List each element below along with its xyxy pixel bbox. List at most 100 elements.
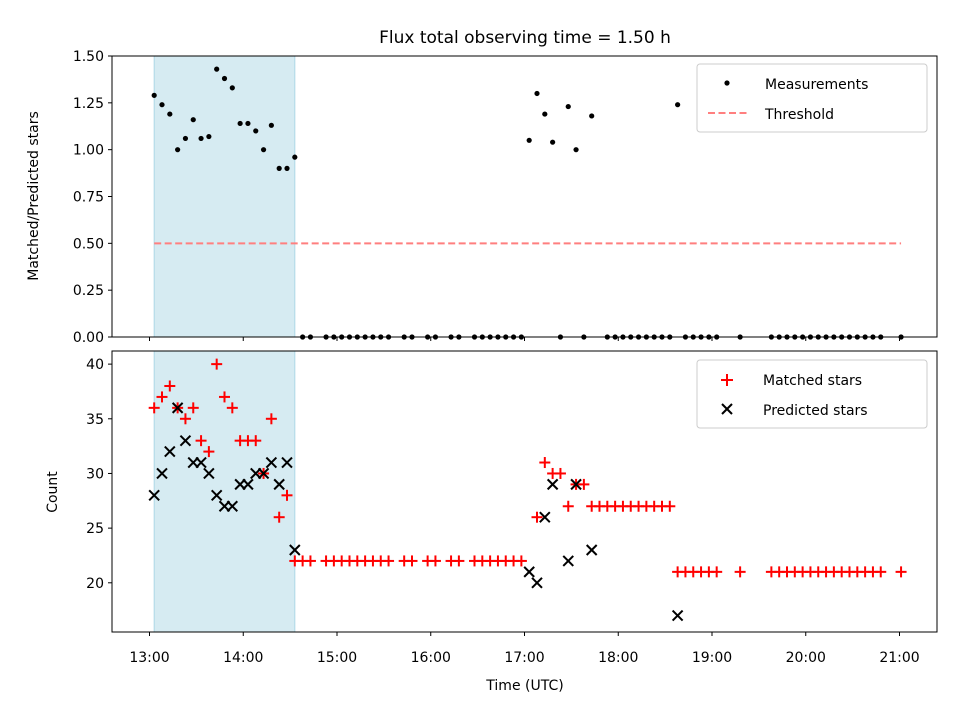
x-tick-label: 20:00 [786,650,826,666]
count-legend: Matched stars Predicted stars [696,359,928,429]
x-tick-label: 17:00 [504,650,544,666]
matched-stars-point [734,566,746,578]
matched-stars-point [156,391,168,403]
predicted-stars-point [179,434,192,447]
ratio-legend-box [696,63,928,133]
matched-stars-point [164,380,176,392]
matched-stars-point [187,402,199,414]
legend-label-matched-stars: Matched stars [763,373,862,389]
matched-stars-point [273,511,285,523]
measurements-point [526,137,532,143]
legend-label-measurements: Measurements [765,77,868,93]
ratio-y-ticks: 0.00 0.25 0.50 0.75 1.00 1.25 1.50 [73,49,112,346]
measurements-point [190,117,196,123]
measurements-point [260,147,267,153]
y-tick-label: 0.00 [73,330,104,346]
predicted-stars-point [523,566,535,578]
legend-label-threshold: Threshold [764,107,834,123]
matched-stars-point [562,500,574,512]
matched-stars-point [429,555,441,567]
x-tick-label: 21:00 [879,650,919,666]
x-tick-label: 15:00 [317,650,357,666]
matched-stars-point [383,555,395,567]
y-tick-label: 30 [86,466,104,482]
legend-swatch-matched-stars [721,374,733,386]
y-tick-label: 25 [86,521,104,537]
y-tick-label: 1.50 [73,49,104,65]
y-tick-label: 35 [86,412,104,428]
matched-stars-point [453,555,465,567]
matched-stars-point [250,435,262,447]
ratio-y-axis-label: Matched/Predicted stars [26,111,42,281]
observing-window-span [153,55,296,338]
predicted-stars-point [671,609,684,622]
measurements-point [229,85,235,91]
matched-stars-point [554,467,566,479]
matched-stars-point [211,358,223,370]
measurements-point [198,135,204,142]
legend-swatch-predicted-stars [721,403,733,415]
predicted-stars-point [156,467,168,480]
measurements-point [675,102,681,108]
y-tick-label: 20 [86,576,104,592]
matched-stars-point [179,413,191,425]
predicted-stars-point [257,467,270,480]
matched-stars-point [664,500,676,512]
predicted-stars-point [531,577,543,589]
x-tick-label: 19:00 [692,650,732,666]
measurements-point [565,103,571,110]
measurements-point [284,165,290,171]
matched-stars-point [195,435,207,447]
measurements-point [268,122,274,128]
measurements-point [573,147,579,153]
matched-stars-point [304,555,316,567]
predicted-stars-point [570,478,582,491]
measurements-point [589,113,595,119]
x-tick-label: 13:00 [129,650,169,666]
measurements-point [237,120,243,127]
predicted-stars-point [148,489,160,502]
measurements-point [550,139,556,145]
measurements-point [245,120,251,127]
measurements-point [206,133,212,140]
count-legend-box [696,359,928,429]
matched-stars-point [226,402,238,414]
x-tick-label: 16:00 [411,650,451,666]
measurements-point [253,128,259,134]
matched-stars-point [148,402,160,414]
predicted-stars-point [281,456,293,469]
x-axis-label: Time (UTC) [485,678,563,694]
matched-stars-point [531,511,543,523]
y-tick-label: 1.25 [73,96,104,112]
x-tick-label: 18:00 [598,650,638,666]
legend-label-predicted-stars: Predicted stars [763,403,868,419]
ratio-legend: Measurements Threshold [696,63,928,133]
measurements-point [534,90,540,97]
matched-stars-point [281,489,293,501]
legend-swatch-measurements [724,80,730,86]
measurements-point [151,92,157,98]
matched-stars-point [578,478,590,490]
measurements-point [276,165,282,171]
measurements-point [175,147,181,153]
predicted-stars-point [164,445,176,458]
matched-stars-point [711,566,723,578]
matched-stars-point [875,566,887,578]
y-tick-label: 0.50 [73,236,104,252]
measurements-point [159,102,165,108]
matched-stars-point [265,413,277,425]
count-panel: 20 25 30 35 40 13:00 14:00 15:00 16:00 17:00 18:0… [45,350,938,694]
y-tick-label: 0.25 [73,283,104,299]
matched-stars-point [219,391,230,403]
count-marks [148,358,907,622]
chart-title: Flux total observing time = 1.50 h [379,28,671,48]
predicted-stars-point [203,467,215,480]
measurements-point [182,135,189,142]
matched-stars-point [895,566,907,578]
predicted-stars-point [289,544,301,556]
matched-stars-point [539,457,551,469]
predicted-stars-point [226,500,239,512]
ratio-x-ticks [149,337,900,341]
predicted-stars-point [562,555,574,567]
